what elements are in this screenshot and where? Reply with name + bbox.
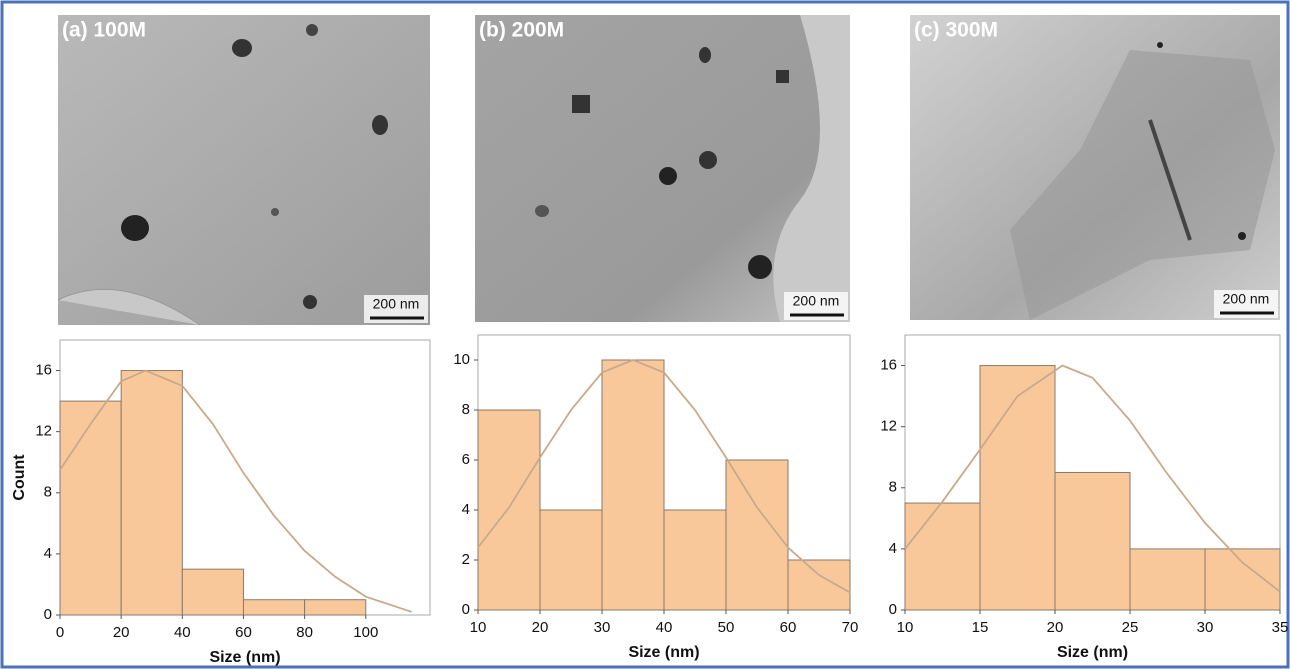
bar: [120, 370, 183, 616]
x-tick-label: 30: [594, 619, 611, 636]
y-tick-label: 8: [462, 401, 470, 418]
y-tick-label: 0: [462, 601, 470, 618]
y-axis-label: Count: [11, 454, 28, 501]
bar: [904, 502, 981, 611]
y-tick-label: 4: [44, 545, 52, 562]
tem-image: [475, 15, 850, 322]
bar: [539, 509, 603, 611]
bar: [663, 509, 727, 611]
x-tick-label: 40: [656, 619, 673, 636]
bar: [979, 365, 1056, 611]
x-tick-label: 60: [235, 624, 252, 641]
x-tick-label: 30: [1197, 619, 1214, 636]
tem-image: [57, 15, 430, 326]
tem-image: [910, 15, 1280, 320]
x-axis-label: Size (nm): [209, 649, 280, 666]
x-tick-label: 10: [897, 619, 914, 636]
x-tick-label: 20: [532, 619, 549, 636]
bar: [1204, 548, 1281, 611]
bar: [181, 568, 244, 616]
x-tick-label: 40: [174, 624, 191, 641]
bar: [1054, 472, 1131, 611]
scale-bar-label: 200 nm: [1223, 291, 1270, 307]
x-tick-label: 70: [842, 619, 859, 636]
y-tick-label: 2: [462, 551, 470, 568]
image-label: (b) 200M: [479, 19, 564, 42]
image-label: (a) 100M: [62, 19, 146, 42]
x-tick-label: 35: [1272, 619, 1289, 636]
x-tick-label: 60: [780, 619, 797, 636]
x-tick-label: 50: [718, 619, 735, 636]
x-tick-label: 25: [1122, 619, 1139, 636]
bar: [242, 599, 306, 616]
x-tick-label: 15: [972, 619, 989, 636]
fit-curve: [59, 369, 412, 613]
x-tick-label: 0: [56, 624, 64, 641]
y-tick-label: 16: [35, 362, 52, 379]
y-tick-label: 16: [880, 357, 897, 374]
fit-curve: [477, 359, 851, 594]
y-tick-label: 12: [880, 418, 897, 435]
y-tick-label: 6: [462, 451, 470, 468]
y-tick-label: 0: [44, 606, 52, 623]
scale-bar-label: 200 nm: [793, 293, 840, 309]
x-tick-label: 80: [296, 624, 313, 641]
bar: [59, 400, 122, 616]
bar: [1129, 548, 1206, 611]
x-axis-label: Size (nm): [1057, 644, 1128, 661]
fit-curve: [904, 364, 1281, 593]
image-label: (c) 300M: [914, 19, 998, 42]
bar: [787, 559, 851, 611]
y-tick-label: 8: [889, 479, 897, 496]
y-tick-label: 12: [35, 423, 52, 440]
y-tick-label: 4: [462, 501, 470, 518]
bar: [601, 359, 665, 611]
y-tick-label: 0: [889, 601, 897, 618]
bar: [304, 599, 367, 616]
x-axis-label: Size (nm): [628, 644, 699, 661]
y-tick-label: 4: [889, 540, 897, 557]
x-tick-label: 10: [470, 619, 487, 636]
bar: [477, 409, 541, 611]
y-tick-label: 10: [453, 351, 470, 368]
x-tick-label: 20: [1047, 619, 1064, 636]
x-tick-label: 20: [113, 624, 130, 641]
y-tick-label: 8: [44, 484, 52, 501]
x-tick-label: 100: [353, 624, 378, 641]
scale-bar-label: 200 nm: [373, 296, 420, 312]
